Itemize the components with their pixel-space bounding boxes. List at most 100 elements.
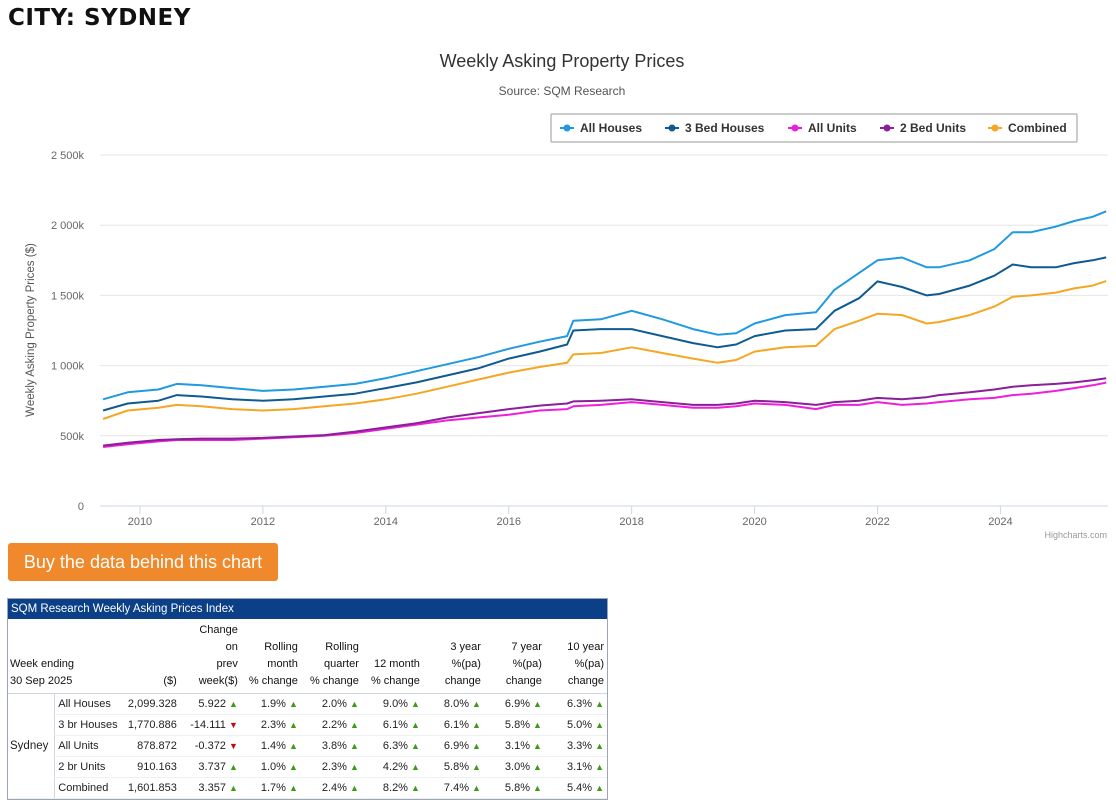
- row-12-month: 4.2%: [361, 756, 423, 778]
- series-line-2-bed-units: [102, 377, 1107, 447]
- chart-title: Weekly Asking Property Prices: [440, 51, 685, 71]
- y-axis-label: Weekly Asking Property Prices ($): [25, 243, 37, 417]
- x-tick-label: 2022: [865, 516, 889, 528]
- city-cell: Sydney: [8, 693, 55, 799]
- row-change: -0.372: [179, 735, 241, 757]
- row-12-month: 6.1%: [361, 714, 423, 736]
- x-tick-label: 2018: [619, 516, 643, 528]
- row-10-year: 3.1%: [544, 756, 607, 778]
- row-month: 1.4%: [240, 735, 301, 757]
- row-3-year: 6.1%: [422, 714, 484, 736]
- row-12-month: 8.2%: [361, 777, 423, 799]
- row-quarter: 2.4%: [300, 777, 362, 799]
- x-tick-label: 2024: [988, 516, 1012, 528]
- row-name: 2 br Units: [54, 756, 124, 778]
- price-index-table: SQM Research Weekly Asking Prices Index …: [7, 598, 608, 800]
- x-tick-label: 2020: [742, 516, 766, 528]
- y-tick-label: 1 000k: [51, 361, 85, 373]
- legend-marker: [883, 124, 891, 132]
- legend-item: 3 Bed Houses: [685, 121, 765, 135]
- table-row: All Units 878.872 -0.372 1.4% 3.8% 6.3% …: [8, 735, 607, 757]
- series-line-combined: [102, 280, 1107, 420]
- table-row: 3 br Houses 1,770.886 -14.111 2.3% 2.2% …: [8, 714, 607, 736]
- buy-data-button[interactable]: Buy the data behind this chart: [8, 543, 278, 581]
- header-10-year: 10 year %(pa) change: [544, 619, 607, 694]
- row-name: Combined: [54, 777, 124, 799]
- row-change: -14.111: [179, 714, 241, 736]
- row-quarter: 3.8%: [300, 735, 362, 757]
- row-10-year: 5.0%: [544, 714, 607, 736]
- table-title: SQM Research Weekly Asking Prices Index: [8, 599, 607, 619]
- row-price: 1,770.886: [123, 714, 180, 736]
- row-3-year: 5.8%: [422, 756, 484, 778]
- row-7-year: 3.0%: [483, 756, 545, 778]
- row-3-year: 6.9%: [422, 735, 484, 757]
- row-name: All Units: [54, 735, 124, 757]
- series-line-3-bed-houses: [102, 256, 1107, 412]
- header-12-month: 12 month% change: [361, 619, 423, 694]
- row-name: All Houses: [54, 693, 124, 715]
- index-table: Week ending 30 Sep 2025 ($) Change on prev…: [8, 619, 607, 799]
- series-line-all-houses: [102, 210, 1107, 401]
- row-12-month: 9.0%: [361, 693, 423, 715]
- page-title: CITY: SYDNEY: [8, 5, 191, 31]
- row-month: 1.7%: [240, 777, 301, 799]
- row-12-month: 6.3%: [361, 735, 423, 757]
- row-7-year: 6.9%: [483, 693, 545, 715]
- x-tick-label: 2010: [128, 516, 152, 528]
- row-price: 878.872: [123, 735, 180, 757]
- row-change: 5.922: [179, 693, 241, 715]
- y-tick-label: 0: [78, 501, 84, 513]
- legend-marker: [791, 124, 799, 132]
- header-week-ending: Week ending 30 Sep 2025: [8, 619, 124, 694]
- header-7-year: 7 year %(pa) change: [483, 619, 545, 694]
- header-change: Change on prev week($): [179, 619, 241, 694]
- row-quarter: 2.0%: [300, 693, 362, 715]
- y-tick-label: 2 000k: [51, 220, 85, 232]
- row-7-year: 3.1%: [483, 735, 545, 757]
- y-tick-label: 2 500k: [51, 150, 85, 162]
- row-7-year: 5.8%: [483, 714, 545, 736]
- row-change: 3.737: [179, 756, 241, 778]
- legend-item: 2 Bed Units: [900, 121, 966, 135]
- legend-item: All Units: [808, 121, 857, 135]
- row-10-year: 3.3%: [544, 735, 607, 757]
- row-3-year: 7.4%: [422, 777, 484, 799]
- x-tick-label: 2016: [496, 516, 520, 528]
- table-row: 2 br Units 910.163 3.737 1.0% 2.3% 4.2% …: [8, 756, 607, 778]
- price-chart: Weekly Asking Property Prices Source: SQM…: [25, 51, 1108, 540]
- row-month: 1.0%: [240, 756, 301, 778]
- row-10-year: 5.4%: [544, 777, 607, 799]
- row-month: 2.3%: [240, 714, 301, 736]
- chart-credit: Highcharts.com: [1044, 530, 1107, 540]
- row-10-year: 6.3%: [544, 693, 607, 715]
- legend-marker: [563, 124, 571, 132]
- row-price: 910.163: [123, 756, 180, 778]
- row-price: 1,601.853: [123, 777, 180, 799]
- legend-marker: [991, 124, 999, 132]
- table-row: Combined 1,601.853 3.357 1.7% 2.4% 8.2% …: [8, 777, 607, 799]
- header-rolling-quarter: Rolling quarter% change: [300, 619, 362, 694]
- y-tick-label: 1 500k: [51, 290, 85, 302]
- table-row: Sydney All Houses 2,099.328 5.922 1.9% 2…: [8, 693, 607, 799]
- row-7-year: 5.8%: [483, 777, 545, 799]
- header-3-year: 3 year %(pa) change: [422, 619, 484, 694]
- table-header-row: Week ending 30 Sep 2025 ($) Change on prev…: [8, 619, 607, 694]
- row-3-year: 8.0%: [422, 693, 484, 715]
- legend-box: [550, 113, 1078, 143]
- row-quarter: 2.3%: [300, 756, 362, 778]
- row-month: 1.9%: [240, 693, 301, 715]
- legend-item: All Houses: [580, 121, 642, 135]
- row-quarter: 2.2%: [300, 714, 362, 736]
- chart-subtitle: Source: SQM Research: [499, 84, 626, 98]
- y-tick-label: 500k: [60, 431, 84, 443]
- row-name: 3 br Houses: [54, 714, 124, 736]
- legend-item: Combined: [1008, 121, 1067, 135]
- header-rolling-month: Rolling month% change: [240, 619, 301, 694]
- row-price: 2,099.328: [123, 693, 180, 715]
- header-price: ($): [123, 619, 180, 694]
- x-tick-label: 2012: [251, 516, 275, 528]
- legend-marker: [668, 124, 676, 132]
- row-change: 3.357: [179, 777, 241, 799]
- x-tick-label: 2014: [374, 516, 398, 528]
